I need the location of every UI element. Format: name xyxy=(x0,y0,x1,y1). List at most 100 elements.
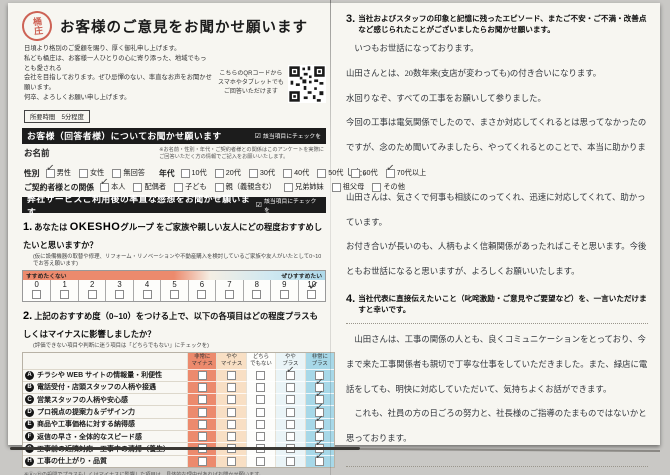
nps-cell-0[interactable]: 0 xyxy=(23,279,51,301)
matrix-cell[interactable] xyxy=(245,368,276,381)
checkbox[interactable]: ✓ xyxy=(315,389,325,405)
matrix-cell[interactable] xyxy=(245,430,276,443)
checkbox[interactable]: ✓ xyxy=(45,162,55,178)
checkbox[interactable] xyxy=(214,182,224,192)
matrix-cell[interactable] xyxy=(216,417,246,431)
checkbox[interactable] xyxy=(87,290,97,300)
matrix-cell[interactable] xyxy=(275,380,305,394)
nps-cell-3[interactable]: 3 xyxy=(105,279,133,301)
matrix-cell[interactable] xyxy=(245,417,276,431)
checkbox-option[interactable]: ✓ 70代以上 xyxy=(385,162,426,178)
matrix-cell[interactable] xyxy=(275,417,305,431)
checkbox[interactable] xyxy=(285,432,295,442)
nps-cell-9[interactable]: 9 xyxy=(270,279,298,301)
matrix-cell[interactable] xyxy=(275,393,305,406)
nps-cell-1[interactable]: 1 xyxy=(50,279,78,301)
checkbox[interactable] xyxy=(214,168,224,178)
checkbox[interactable]: ✓ xyxy=(285,364,295,380)
checkbox-option[interactable]: 子ども xyxy=(174,182,207,192)
checkbox[interactable] xyxy=(169,290,179,300)
checkbox[interactable] xyxy=(285,395,295,405)
nps-cell-4[interactable]: 4 xyxy=(132,279,161,301)
checkbox-option[interactable]: 女性 xyxy=(78,168,104,178)
matrix-cell[interactable]: ✓ xyxy=(275,364,305,381)
matrix-cell[interactable] xyxy=(187,417,217,431)
checkbox[interactable] xyxy=(227,382,237,392)
checkbox[interactable] xyxy=(256,407,266,417)
checkbox-option[interactable]: 40代 xyxy=(283,168,309,178)
checkbox[interactable] xyxy=(180,168,190,178)
matrix-cell[interactable]: ✓ xyxy=(304,426,334,443)
checkbox[interactable] xyxy=(252,290,262,300)
matrix-cell[interactable] xyxy=(187,405,217,418)
checkbox[interactable] xyxy=(283,168,293,178)
checkbox[interactable] xyxy=(248,168,258,178)
matrix-cell[interactable] xyxy=(304,368,334,381)
checkbox-option[interactable]: 30代 xyxy=(248,168,275,178)
nps-cell-10[interactable]: 10 ✓ xyxy=(297,277,325,301)
checkbox[interactable]: ✓ xyxy=(315,413,325,429)
nps-cell-5[interactable]: 5 xyxy=(160,279,188,301)
matrix-cell[interactable]: ✓ xyxy=(304,377,334,394)
checkbox[interactable] xyxy=(142,290,152,300)
checkbox[interactable] xyxy=(256,382,266,392)
matrix-cell[interactable] xyxy=(187,368,217,381)
checkbox[interactable] xyxy=(197,456,207,466)
checkbox[interactable] xyxy=(197,395,207,405)
checkbox[interactable] xyxy=(197,432,207,442)
matrix-cell[interactable] xyxy=(187,454,217,467)
checkbox[interactable] xyxy=(60,290,70,300)
checkbox[interactable] xyxy=(285,407,295,417)
matrix-cell[interactable] xyxy=(187,380,217,394)
checkbox[interactable] xyxy=(285,419,295,429)
checkbox[interactable] xyxy=(256,370,266,380)
checkbox-option[interactable]: 20代 xyxy=(214,168,241,178)
checkbox-option[interactable]: 10代 xyxy=(180,168,207,178)
checkbox[interactable] xyxy=(112,168,122,178)
matrix-cell[interactable] xyxy=(275,454,305,467)
checkbox[interactable] xyxy=(227,370,237,380)
checkbox[interactable]: ✓ xyxy=(385,162,395,178)
checkbox[interactable] xyxy=(227,407,237,417)
checkbox[interactable] xyxy=(307,290,317,300)
matrix-cell[interactable] xyxy=(245,405,276,418)
checkbox[interactable] xyxy=(197,382,207,392)
checkbox[interactable]: ✓ xyxy=(100,176,110,192)
matrix-cell[interactable] xyxy=(216,454,246,467)
checkbox[interactable] xyxy=(227,419,237,429)
checkbox-option[interactable]: 祖父母 xyxy=(331,182,364,192)
checkbox[interactable] xyxy=(317,168,327,178)
checkbox[interactable] xyxy=(197,370,207,380)
matrix-cell[interactable] xyxy=(275,430,305,443)
checkbox-option[interactable]: ✓ 男性 xyxy=(45,162,71,178)
matrix-cell[interactable]: ✓ xyxy=(304,450,334,467)
matrix-cell[interactable] xyxy=(245,454,276,467)
matrix-cell[interactable] xyxy=(216,380,246,394)
checkbox[interactable] xyxy=(224,290,234,300)
matrix-cell[interactable] xyxy=(216,393,246,406)
matrix-cell[interactable] xyxy=(216,405,246,418)
checkbox-option[interactable]: 50代 xyxy=(317,168,343,178)
checkbox[interactable] xyxy=(285,382,295,392)
checkbox[interactable] xyxy=(315,370,325,380)
matrix-cell[interactable] xyxy=(275,405,305,418)
matrix-cell[interactable] xyxy=(216,430,246,443)
checkbox-option[interactable]: ✓ 本人 xyxy=(100,176,125,192)
checkbox[interactable] xyxy=(227,432,237,442)
nps-cell-8[interactable]: 8 xyxy=(242,279,271,301)
checkbox[interactable]: ✓ xyxy=(315,450,325,466)
nps-cell-7[interactable]: 7 xyxy=(215,279,243,301)
checkbox[interactable] xyxy=(174,182,184,192)
checkbox[interactable] xyxy=(351,168,361,178)
matrix-cell[interactable] xyxy=(216,368,246,381)
checkbox[interactable] xyxy=(115,290,125,300)
matrix-cell[interactable] xyxy=(187,430,217,443)
checkbox[interactable] xyxy=(227,395,237,405)
checkbox[interactable] xyxy=(331,182,341,192)
checkbox[interactable] xyxy=(32,290,42,300)
nps-cell-2[interactable]: 2 xyxy=(77,279,106,301)
checkbox[interactable] xyxy=(197,419,207,429)
matrix-cell[interactable]: ✓ xyxy=(304,401,334,418)
checkbox[interactable] xyxy=(285,456,295,466)
checkbox[interactable] xyxy=(256,456,266,466)
